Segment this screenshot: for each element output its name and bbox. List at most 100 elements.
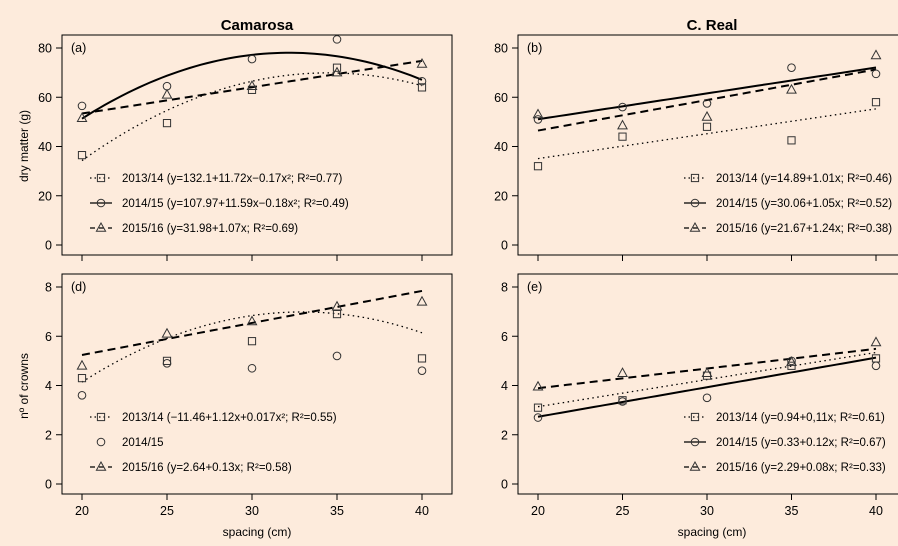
data-point-series-1 bbox=[417, 354, 427, 363]
data-point-series-3 bbox=[246, 315, 258, 326]
data-point-series-3 bbox=[617, 119, 628, 130]
data-point-series-2 bbox=[332, 35, 342, 44]
panel-b: 0 20 40 60 80 (b) 2013/14 (y=14.89+1.01x; R²=0… bbox=[494, 34, 898, 261]
data-point-series-3 bbox=[532, 108, 544, 119]
data-point-series-1 bbox=[247, 337, 257, 346]
data-point-series-3 bbox=[76, 112, 88, 122]
y-tick-label: 20 bbox=[38, 189, 52, 203]
data-point-series-3 bbox=[617, 367, 628, 377]
legend-label: 2013/14 (y=14.89+1.01x; R²=0.46) bbox=[716, 173, 892, 185]
data-point-series-2 bbox=[871, 361, 881, 371]
data-point-series-3 bbox=[161, 327, 173, 338]
data-point-series-2 bbox=[618, 397, 627, 406]
data-point-series-3 bbox=[331, 300, 343, 311]
panel-e: 0 2 4 6 8 20 25 30 35 40 (e) 2013/14 (y=0.94+0,11x;… bbox=[501, 273, 898, 518]
legend-label: 2014/15 bbox=[122, 437, 164, 449]
legend-marker bbox=[690, 198, 700, 208]
y-tick-label: 8 bbox=[501, 281, 508, 295]
y-tick-label: 0 bbox=[45, 239, 52, 253]
data-point-series-2 bbox=[618, 102, 627, 112]
y-tick-label: 80 bbox=[494, 42, 508, 56]
legend-label: 2014/15 (y=0.33+0.12x; R²=0.67) bbox=[716, 437, 886, 449]
legend-label: 2013/14 (y=0.94+0,11x; R²=0.61) bbox=[716, 412, 885, 424]
x-tick-label: 35 bbox=[785, 504, 799, 518]
data-point-series-2 bbox=[247, 363, 257, 373]
data-point-series-1 bbox=[787, 136, 796, 145]
data-point-series-2 bbox=[77, 101, 87, 111]
y-tick-label: 0 bbox=[45, 478, 52, 492]
data-point-series-1 bbox=[417, 83, 427, 92]
fit-line-series-3 bbox=[81, 59, 423, 115]
y-tick-label: 0 bbox=[501, 478, 508, 492]
legend-label: 2013/14 (y=132.1+11.72x−0.17x²; R²=0.77) bbox=[122, 173, 343, 185]
legend-label: 2015/16 (y=2.29+0.08x; R²=0.33) bbox=[716, 462, 886, 474]
plot-frame bbox=[517, 273, 898, 495]
data-point-series-3 bbox=[161, 88, 173, 99]
x-tick-label: 25 bbox=[160, 504, 174, 518]
data-point-series-3 bbox=[870, 336, 882, 347]
legend-marker bbox=[690, 412, 700, 422]
fit-line-series-1 bbox=[537, 108, 877, 160]
data-point-series-2 bbox=[77, 391, 87, 400]
data-point-series-2 bbox=[702, 99, 712, 108]
fit-line-series-2 bbox=[537, 66, 877, 121]
col-title-camarosa: Camarosa bbox=[221, 17, 294, 34]
data-point-series-1 bbox=[162, 356, 172, 365]
y-tick-label: 2 bbox=[45, 428, 52, 442]
y-tick-label: 6 bbox=[501, 330, 508, 344]
legend-marker bbox=[95, 221, 107, 232]
legend-marker bbox=[95, 460, 107, 471]
y-tick-label: 60 bbox=[38, 91, 52, 105]
y-tick-label: 6 bbox=[45, 330, 52, 344]
legend-marker bbox=[96, 437, 106, 447]
x-axis-label-right: spacing (cm) bbox=[678, 525, 747, 539]
legend-label: 2015/16 (y=21.67+1.24x; R²=0.38) bbox=[716, 223, 892, 235]
data-point-series-2 bbox=[533, 413, 543, 422]
panel-label: (d) bbox=[71, 280, 86, 294]
x-tick-label: 40 bbox=[869, 504, 883, 518]
y-axis-label-crowns: nº of crowns bbox=[17, 353, 31, 419]
y-tick-label: 0 bbox=[501, 239, 508, 253]
data-point-series-2 bbox=[417, 366, 427, 376]
panel-label: (a) bbox=[71, 41, 86, 55]
data-point-series-2 bbox=[417, 76, 427, 86]
data-point-series-3 bbox=[870, 49, 882, 60]
y-tick-label: 4 bbox=[501, 379, 508, 393]
x-tick-label: 30 bbox=[700, 504, 714, 518]
legend-marker bbox=[96, 173, 106, 183]
data-point-series-1 bbox=[618, 132, 627, 141]
data-point-series-1 bbox=[871, 98, 881, 107]
legend-marker bbox=[690, 173, 700, 183]
data-point-series-1 bbox=[702, 122, 712, 131]
data-point-series-1 bbox=[77, 151, 87, 160]
x-tick-label: 20 bbox=[75, 504, 89, 518]
y-tick-label: 2 bbox=[501, 428, 508, 442]
x-tick-label: 35 bbox=[330, 504, 344, 518]
x-tick-label: 25 bbox=[616, 504, 630, 518]
y-axis-label-dry-matter: dry matter (g) bbox=[17, 110, 31, 182]
data-point-series-3 bbox=[76, 359, 88, 370]
legend-label: 2015/16 (y=2.64+0.13x; R²=0.58) bbox=[122, 462, 292, 474]
data-point-series-2 bbox=[332, 351, 342, 361]
legend-label: 2014/15 (y=30.06+1.05x; R²=0.52) bbox=[716, 198, 892, 210]
y-tick-label: 80 bbox=[38, 42, 52, 56]
legend-marker bbox=[96, 198, 106, 208]
data-point-series-1 bbox=[162, 119, 172, 128]
panel-label: (b) bbox=[527, 41, 542, 55]
y-tick-label: 8 bbox=[45, 281, 52, 295]
data-point-series-1 bbox=[332, 309, 342, 319]
y-tick-label: 40 bbox=[494, 140, 508, 154]
legend-marker bbox=[690, 437, 700, 447]
data-point-series-3 bbox=[701, 110, 713, 121]
data-point-series-3 bbox=[701, 367, 713, 377]
plot-frame bbox=[61, 34, 453, 256]
data-point-series-3 bbox=[416, 57, 428, 68]
data-point-series-1 bbox=[77, 374, 87, 383]
data-point-series-2 bbox=[787, 63, 796, 72]
data-point-series-3 bbox=[246, 80, 258, 90]
legend-marker bbox=[96, 412, 106, 422]
data-point-series-3 bbox=[416, 295, 428, 306]
data-point-series-2 bbox=[702, 393, 712, 403]
plot-frame bbox=[61, 273, 453, 495]
y-tick-label: 20 bbox=[494, 189, 508, 203]
